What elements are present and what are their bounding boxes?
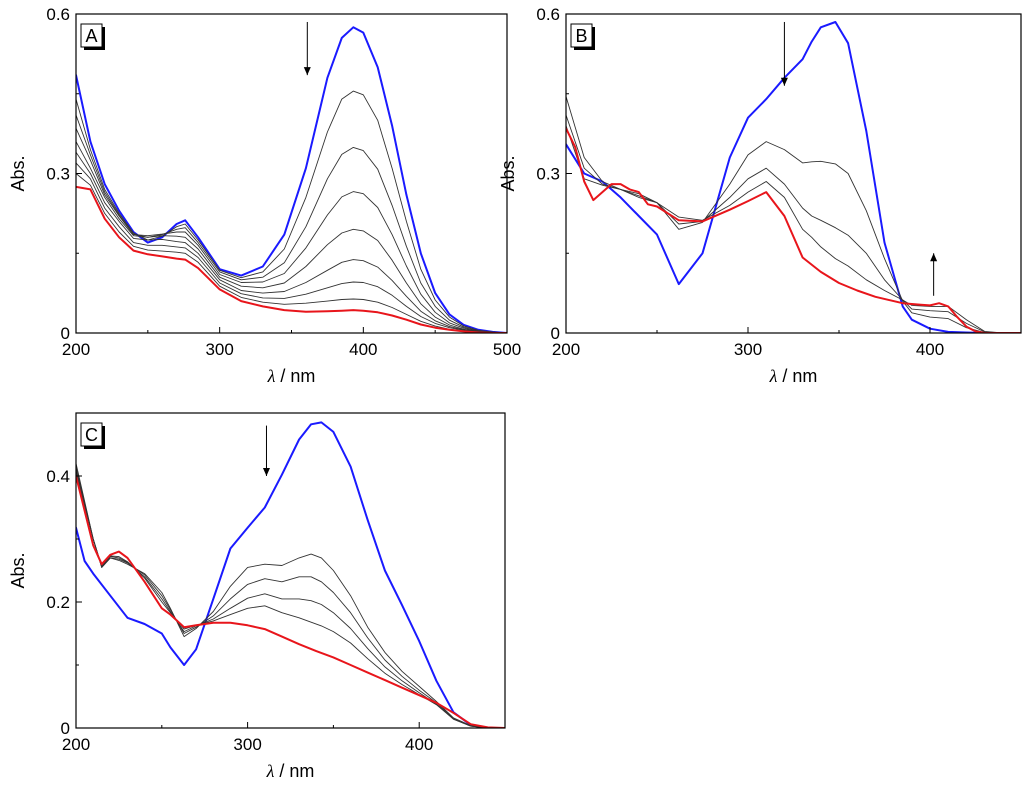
panel-a-label: A (80, 23, 105, 50)
panel-c-label: C (80, 422, 105, 449)
panel-b-y-axis-title: Abs. (498, 155, 518, 191)
svg-text:C: C (85, 425, 98, 445)
panel-c-xtick-label: 200 (62, 735, 90, 754)
panel-b-xtick-label: 300 (734, 340, 762, 359)
panel-c-spectrum-t1 (76, 462, 505, 728)
panel-b-spectrum-t3 (566, 125, 1021, 333)
panel-a-arrow-down (303, 21, 311, 76)
panel-c-frame (75, 412, 506, 729)
panel-a-spectrum-t3 (76, 127, 507, 333)
panel-b-arrow-down (780, 21, 788, 86)
panel-a-x-axis-title: λ / nm (267, 366, 316, 386)
panel-b-ytick-label: 0 (551, 324, 560, 343)
panel-b-x-axis-title: λ / nm (769, 366, 818, 386)
panel-a-ytick-label: 0.3 (46, 165, 70, 184)
panel-b-spectrum-t2 (566, 114, 1021, 333)
panel-b-label: B (570, 23, 595, 50)
panel-a-spectrum-initial (76, 26, 507, 333)
panel-b-xtick-label: 400 (916, 340, 944, 359)
panel-b-ytick-label: 0.6 (536, 5, 560, 24)
panel-b-spectrum-initial (566, 21, 1021, 333)
panel-a-spectrum-t5 (76, 151, 507, 333)
panel-a-ytick-label: 0 (61, 324, 70, 343)
panel-c-y-axis-title: Abs. (8, 552, 28, 588)
panel-a-frame (75, 13, 508, 334)
panel-b-spectrum-t1 (566, 95, 1021, 333)
panel-a: 200 300 400 500 0 0.3 0.6 λ / nm Abs. A (8, 5, 521, 386)
panel-c-ytick-label: 0.2 (46, 593, 70, 612)
panel-b-arrow-up (930, 253, 938, 296)
panel-a-spectrum-t2 (76, 114, 507, 333)
panel-a-y-axis-title: Abs. (8, 155, 28, 191)
panel-b: 200 300 400 0 0.3 0.6 λ / nm Abs. B (498, 5, 1022, 386)
panel-c-xtick-label: 400 (405, 735, 433, 754)
panel-a-spectrum-t1 (76, 90, 507, 333)
panel-c-spectrum-t3 (76, 469, 505, 728)
panel-c-spectrum-t2 (76, 466, 505, 728)
panel-b-ytick-label: 0.3 (536, 165, 560, 184)
panel-c-ytick-label: 0.4 (46, 467, 70, 486)
panel-c-xtick-label: 300 (233, 735, 261, 754)
panel-b-spectrum-final (566, 127, 1021, 333)
panel-a-spectrum-final (76, 185, 507, 333)
panel-c-series (76, 421, 505, 728)
panel-b-frame (565, 13, 1022, 334)
panel-c-spectrum-initial (76, 421, 505, 728)
panel-a-xtick-label: 200 (62, 340, 90, 359)
panel-a-series (76, 26, 507, 333)
panel-c-arrow-down (262, 425, 270, 476)
panel-a-spectrum-t7 (76, 173, 507, 333)
panel-b-xtick-label: 200 (552, 340, 580, 359)
svg-text:A: A (85, 26, 97, 46)
panel-a-xtick-label: 500 (493, 340, 521, 359)
panel-a-xtick-label: 400 (349, 340, 377, 359)
svg-text:B: B (575, 26, 587, 46)
panel-c-ytick-label: 0 (61, 719, 70, 738)
panel-b-series (566, 21, 1021, 333)
panel-a-spectrum-t6 (76, 162, 507, 333)
panel-c: 200 300 400 0 0.2 0.4 λ / nm Abs. C (8, 412, 506, 781)
panel-a-ytick-label: 0.6 (46, 5, 70, 24)
panel-c-x-axis-title: λ / nm (266, 761, 315, 781)
panel-c-spectrum-final (76, 475, 505, 728)
panel-a-spectrum-t4 (76, 141, 507, 333)
panel-a-xtick-label: 300 (205, 340, 233, 359)
